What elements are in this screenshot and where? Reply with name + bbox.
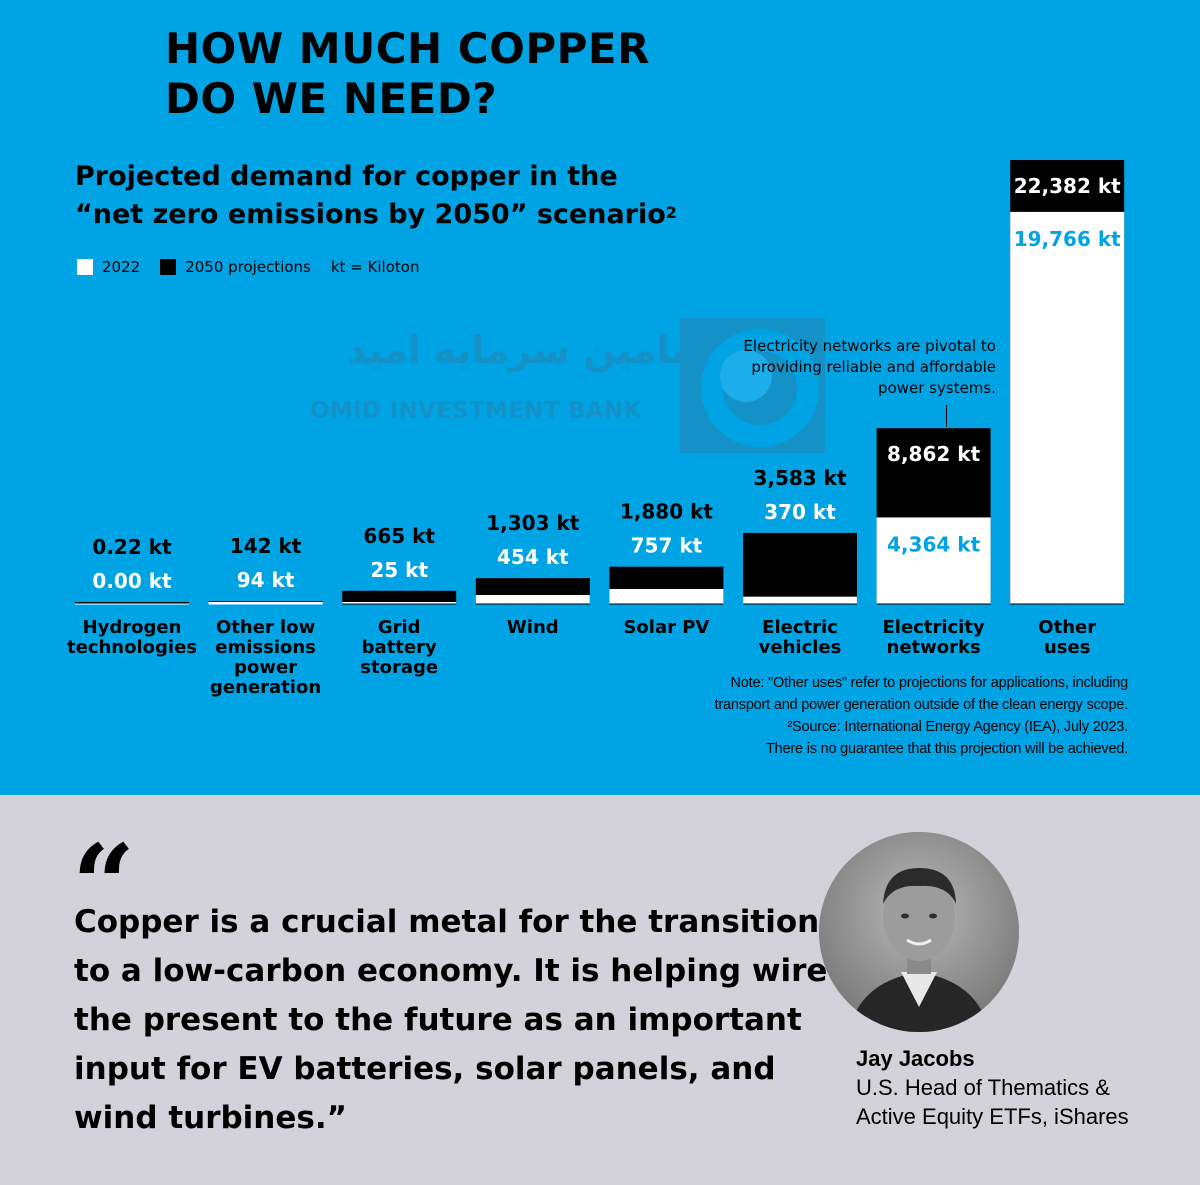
value-label-2022-4: 757 kt (631, 534, 703, 558)
value-label-2050-3: 1,303 kt (486, 511, 580, 535)
person-info: Jay Jacobs U.S. Head of Thematics & Acti… (856, 1044, 1186, 1131)
bar-2022-2 (342, 602, 457, 604)
bar-2050-2 (342, 590, 457, 604)
value-label-2022-3: 454 kt (497, 545, 569, 569)
annotation-line-1: Electricity networks are pivotal to (743, 337, 996, 355)
legend-unit-note: kt = Kiloton (330, 258, 420, 276)
value-label-2022-0: 0.00 kt (92, 569, 172, 593)
page-title: HOW MUCH COPPER DO WE NEED? (165, 24, 805, 124)
bar-2050-5 (743, 532, 857, 604)
category-label-1-3: generation (210, 677, 321, 698)
annotation-leader-line (946, 405, 947, 427)
category-label-1-2: power (234, 657, 297, 678)
value-label-2050-5: 3,583 kt (753, 466, 847, 490)
person-role-line-2: Active Equity ETFs, iShares (856, 1104, 1129, 1129)
value-label-2050-4: 1,880 kt (620, 500, 714, 524)
person-role-line-1: U.S. Head of Thematics & (856, 1075, 1110, 1100)
bar-2022-1 (208, 602, 323, 604)
chart-legend: 2022 2050 projections kt = Kiloton (77, 256, 419, 278)
category-label-0-1: technologies (67, 637, 197, 658)
bar-2022-7 (1010, 211, 1125, 604)
bar-2022-6 (876, 517, 991, 604)
bar-2022-5 (743, 596, 857, 604)
category-label-1-1: emissions (215, 637, 316, 658)
value-label-2050-2: 665 kt (363, 524, 435, 548)
category-label-0-0: Hydrogen (83, 617, 182, 638)
quote-mark: “ (72, 820, 136, 949)
category-label-4-0: Solar PV (623, 617, 709, 638)
value-label-2050-0: 0.22 kt (92, 535, 172, 559)
value-label-2022-7: 19,766 kt (1014, 227, 1121, 251)
note-line-1: Note: "Other uses" refer to projections … (730, 675, 1129, 691)
bar-2050-0 (75, 602, 189, 604)
bar-2022-4 (609, 588, 724, 604)
value-label-2050-1: 142 kt (230, 534, 302, 558)
value-label-2050-6: 8,862 kt (887, 442, 981, 466)
category-label-5-1: vehicles (759, 637, 842, 658)
footnote-marker: 2 (665, 203, 677, 222)
legend-label-2022: 2022 (102, 258, 141, 276)
category-label-6-0: Electricity (883, 617, 985, 638)
category-label-3-0: Wind (507, 617, 559, 638)
person-portrait-icon (819, 832, 1019, 1032)
legend-item-2050: 2050 projections (160, 258, 311, 276)
annotation-line-3: power systems. (878, 379, 996, 397)
chart-notes: Note: "Other uses" refer to projections … (600, 672, 1129, 760)
value-label-2050-7: 22,382 kt (1014, 174, 1121, 198)
note-line-2: transport and power generation outside o… (714, 697, 1129, 713)
bar-2022-3 (475, 594, 590, 604)
chart-title-line-1: Projected demand for copper in the (75, 161, 618, 192)
value-label-2022-1: 94 kt (237, 568, 295, 592)
legend-swatch-2022 (77, 259, 93, 275)
category-label-1-0: Other low (216, 617, 315, 638)
chart-panel (0, 0, 1200, 795)
quote-text: Copper is a crucial metal for the transi… (74, 904, 828, 1136)
avatar (819, 832, 1019, 1032)
category-label-2-0: Grid (378, 617, 421, 638)
annotation-line-2: providing reliable and affordable (751, 358, 996, 376)
page-title-line-1: HOW MUCH COPPER (165, 24, 650, 73)
note-line-4: There is no guarantee that this projecti… (766, 741, 1128, 757)
category-label-2-1: battery (362, 637, 437, 658)
legend-label-2050: 2050 projections (185, 258, 311, 276)
category-label-2-2: storage (360, 657, 438, 678)
legend-swatch-2050 (160, 259, 177, 275)
chart-title-line-2-text: “net zero emissions by 2050” scenario (75, 199, 666, 230)
chart-title-line-2: “net zero emissions by 2050” scenario2 (75, 196, 715, 234)
annotation-electricity-networks: Electricity networks are pivotal to prov… (700, 336, 996, 399)
legend-item-2022: 2022 (77, 258, 140, 276)
chart-title: Projected demand for copper in the “net … (75, 158, 715, 234)
category-label-7-1: uses (1044, 637, 1090, 658)
note-line-3: ²Source: International Energy Agency (IE… (787, 719, 1128, 735)
value-label-2022-2: 25 kt (370, 558, 428, 582)
category-label-6-1: networks (887, 637, 981, 658)
value-label-2022-5: 370 kt (764, 500, 836, 524)
value-label-2022-6: 4,364 kt (887, 532, 981, 556)
person-name: Jay Jacobs (856, 1046, 975, 1071)
category-label-7-0: Other (1038, 617, 1096, 638)
category-label-5-0: Electric (762, 617, 838, 638)
page-title-line-2: DO WE NEED? (165, 74, 498, 123)
